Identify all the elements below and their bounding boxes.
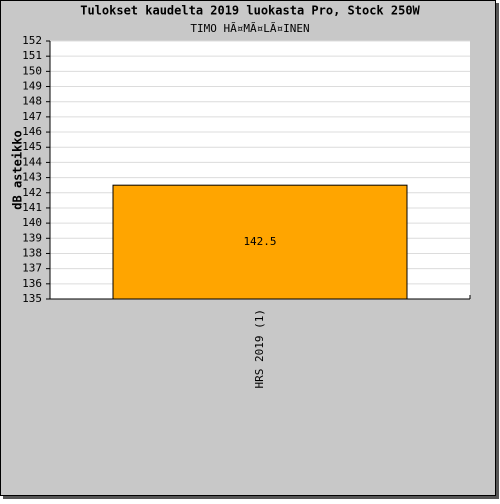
bar [112, 184, 408, 300]
x-tick-label: HRS 2019 (1) [253, 309, 266, 388]
y-tick-label: 144 [22, 155, 42, 168]
y-tick-label: 152 [22, 34, 42, 47]
y-tick-label: 145 [22, 140, 42, 153]
y-tick-label: 137 [22, 262, 42, 275]
y-tick-label: 139 [22, 231, 42, 244]
y-tick-label: 135 [22, 292, 42, 305]
y-tick-label: 147 [22, 110, 42, 123]
chart-subtitle: TIMO HÃ¤MÃ¤LÃ¤INEN [190, 22, 309, 35]
y-tick-label: 138 [22, 246, 42, 259]
y-tick-label: 141 [22, 201, 42, 214]
y-tick-label: 149 [22, 80, 42, 93]
y-tick-label: 146 [22, 125, 42, 138]
y-tick-label: 143 [22, 171, 42, 184]
y-tick-label: 142 [22, 186, 42, 199]
y-tick-label: 150 [22, 64, 42, 77]
data-label: 142.5 [243, 235, 276, 248]
y-tick-label: 148 [22, 95, 42, 108]
y-tick-label: 140 [22, 216, 42, 229]
y-tick-label: 151 [22, 49, 42, 62]
y-axis-label: dB asteikko [11, 130, 25, 209]
y-tick-label: 136 [22, 277, 42, 290]
chart-title: Tulokset kaudelta 2019 luokasta Pro, Sto… [80, 4, 420, 18]
